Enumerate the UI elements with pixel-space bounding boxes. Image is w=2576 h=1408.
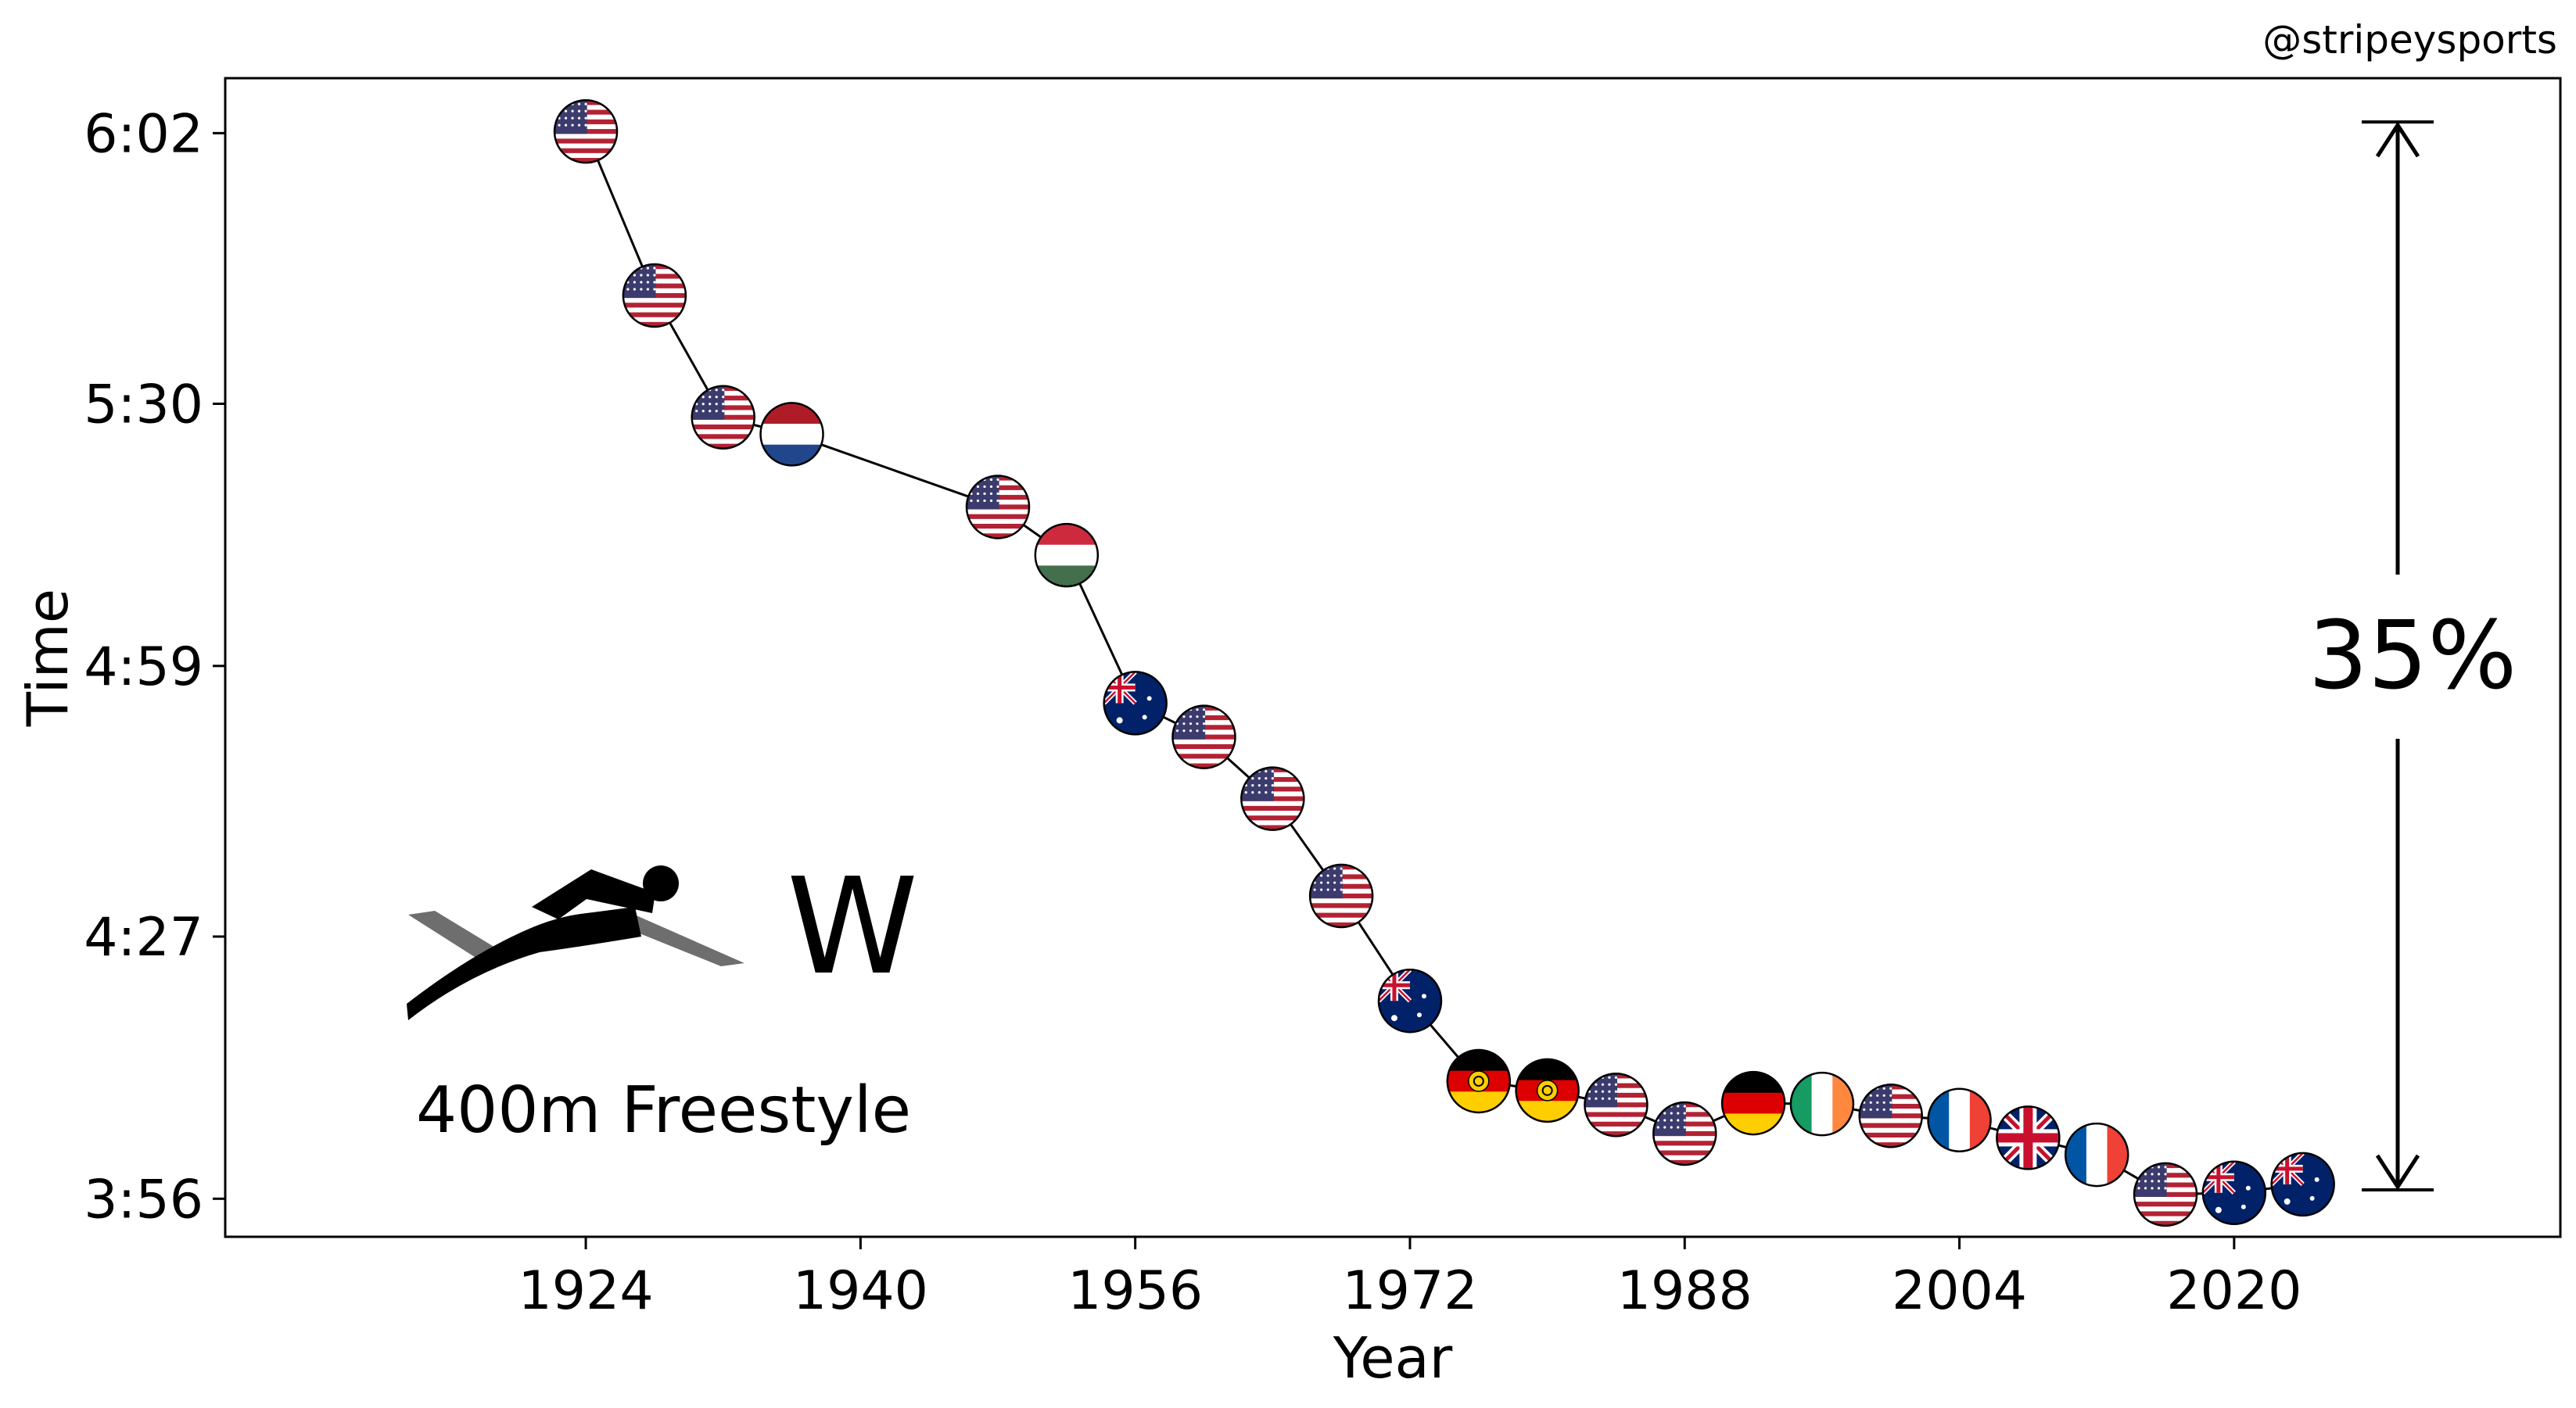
- flag-marker-aus: [1377, 968, 1443, 1034]
- flag-marker-fra: [1927, 1087, 1992, 1152]
- y-axis: 6:02 5:30 4:59 4:27 3:56: [84, 103, 225, 1231]
- y-tick-label: 3:56: [84, 1169, 203, 1231]
- flag-marker-hun: [1034, 522, 1100, 588]
- x-tick-label: 1940: [793, 1260, 928, 1322]
- x-tick-label: 1988: [1617, 1260, 1753, 1322]
- flag-marker-gbr: [1996, 1105, 2061, 1170]
- flag-marker-usa: [691, 385, 755, 450]
- flag-marker-usa: [1240, 766, 1305, 831]
- event-label: 400m Freestyle: [416, 1073, 911, 1148]
- improvement-label: 35%: [2309, 602, 2517, 711]
- y-tick-label: 4:59: [84, 636, 203, 698]
- credit-label: @stripeysports: [2262, 17, 2557, 63]
- flag-marker-gdr: [1515, 1058, 1580, 1123]
- y-axis-title: Time: [15, 589, 81, 727]
- flag-marker-usa: [965, 475, 1031, 539]
- x-tick-label: 2020: [2166, 1260, 2302, 1322]
- y-tick-label: 4:27: [84, 907, 203, 969]
- x-axis: 1924 1940 1956 1972 1988 2004 2020: [518, 1237, 2302, 1322]
- flag-marker-usa: [1652, 1101, 1717, 1166]
- x-tick-label: 1972: [1342, 1260, 1477, 1322]
- improvement-arrow: [2362, 120, 2434, 1191]
- flag-marker-usa: [1584, 1072, 1649, 1138]
- flag-marker-irl: [1789, 1071, 1855, 1137]
- flag-marker-aus: [2201, 1160, 2267, 1225]
- x-tick-label: 1956: [1067, 1260, 1203, 1322]
- swimmer-icon: [407, 865, 744, 1020]
- flag-marker-ger: [1720, 1070, 1786, 1136]
- flag-marker-usa: [622, 263, 687, 328]
- x-axis-title: Year: [1333, 1325, 1453, 1391]
- y-tick-label: 6:02: [84, 103, 203, 165]
- plot-frame: [224, 77, 2562, 1238]
- flag-marker-aus: [1103, 671, 1168, 736]
- flag-marker-aus: [2270, 1152, 2335, 1217]
- gender-label: W: [787, 850, 918, 1005]
- flag-marker-usa: [1858, 1084, 1923, 1148]
- flag-marker-usa: [1171, 704, 1236, 769]
- flag-marker-usa: [2133, 1162, 2198, 1227]
- flag-marker-ned: [759, 402, 824, 467]
- flag-marker-usa: [1308, 863, 1374, 929]
- markers: [553, 99, 2335, 1227]
- flag-marker-gdr: [1446, 1048, 1512, 1114]
- flag-marker-usa: [553, 99, 619, 164]
- x-tick-label: 1924: [518, 1260, 654, 1322]
- series-line: [584, 131, 2303, 1196]
- y-tick-label: 5:30: [84, 374, 203, 435]
- flag-marker-fra: [2064, 1122, 2129, 1188]
- x-tick-label: 2004: [1892, 1260, 2027, 1322]
